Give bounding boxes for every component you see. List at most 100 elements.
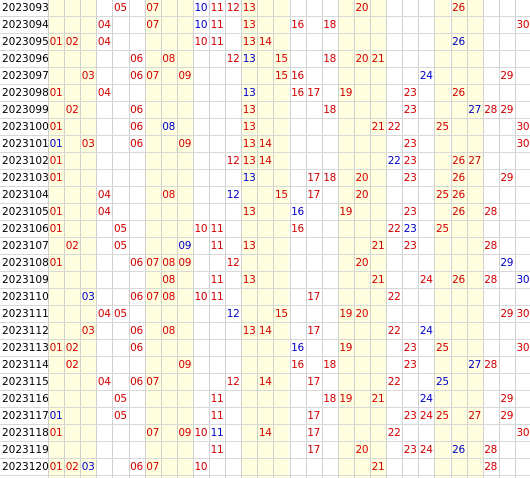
blue-number: 23 xyxy=(403,223,417,235)
red-number: 29 xyxy=(500,70,514,82)
period-label: 2023112 xyxy=(2,325,49,337)
column-band xyxy=(514,0,530,478)
red-number: 07 xyxy=(146,19,159,31)
red-number: 10 xyxy=(194,291,208,303)
blue-number: 10 xyxy=(194,19,208,31)
column-divider xyxy=(177,0,178,478)
red-number: 28 xyxy=(484,240,498,252)
column-band xyxy=(353,0,370,478)
red-number: 28 xyxy=(484,206,498,218)
column-band xyxy=(128,0,145,478)
red-number: 21 xyxy=(371,393,385,405)
row-divider xyxy=(0,254,530,255)
red-number: 07 xyxy=(146,70,159,82)
red-number: 11 xyxy=(210,2,224,14)
red-number: 07 xyxy=(146,257,159,269)
red-number: 29 xyxy=(500,410,514,422)
red-number: 17 xyxy=(307,325,320,337)
column-divider xyxy=(64,0,65,478)
red-number: 11 xyxy=(210,223,224,235)
red-number: 06 xyxy=(130,342,143,354)
red-number: 17 xyxy=(307,172,320,184)
column-band xyxy=(273,0,290,478)
red-number: 10 xyxy=(194,36,208,48)
blue-number: 08 xyxy=(162,121,176,133)
red-number: 23 xyxy=(403,240,417,252)
column-band xyxy=(48,0,65,478)
red-number: 20 xyxy=(355,53,369,65)
blue-number: 16 xyxy=(291,206,304,218)
red-number: 21 xyxy=(371,274,385,286)
blue-number: 25 xyxy=(436,376,449,388)
red-number: 08 xyxy=(162,274,176,286)
red-number: 10 xyxy=(194,223,208,235)
red-number: 26 xyxy=(452,206,465,218)
column-band xyxy=(498,0,515,478)
red-number: 01 xyxy=(49,461,63,473)
red-number: 16 xyxy=(291,70,304,82)
red-number: 24 xyxy=(419,410,433,422)
period-label: 2023094 xyxy=(2,19,49,31)
red-number: 23 xyxy=(403,206,417,218)
period-label: 2023108 xyxy=(2,257,49,269)
red-number: 13 xyxy=(242,206,256,218)
period-label: 2023111 xyxy=(2,308,49,320)
red-number: 14 xyxy=(258,376,272,388)
red-number: 17 xyxy=(307,444,320,456)
column-band xyxy=(402,0,419,478)
red-number: 21 xyxy=(371,240,385,252)
period-label: 2023120 xyxy=(2,461,49,473)
red-number: 13 xyxy=(242,325,256,337)
red-number: 20 xyxy=(355,257,369,269)
column-band xyxy=(450,0,467,478)
row-divider xyxy=(0,169,530,170)
red-number: 21 xyxy=(371,53,385,65)
red-number: 17 xyxy=(307,376,320,388)
blue-number: 03 xyxy=(81,461,95,473)
row-divider xyxy=(0,237,530,238)
red-number: 06 xyxy=(130,325,143,337)
row-divider xyxy=(0,33,530,34)
red-number: 08 xyxy=(162,291,176,303)
column-band xyxy=(418,0,435,478)
period-label: 2023114 xyxy=(2,359,49,371)
column-band xyxy=(144,0,161,478)
red-number: 06 xyxy=(130,121,143,133)
red-number: 06 xyxy=(130,461,143,473)
column-band xyxy=(370,0,387,478)
column-band xyxy=(321,0,338,478)
red-number: 18 xyxy=(323,53,337,65)
period-label: 2023099 xyxy=(2,104,49,116)
red-number: 30 xyxy=(516,19,530,31)
red-number: 13 xyxy=(242,36,256,48)
blue-number: 16 xyxy=(291,342,304,354)
blue-number: 24 xyxy=(419,325,433,337)
red-number: 07 xyxy=(146,2,159,14)
column-band xyxy=(434,0,451,478)
red-number: 06 xyxy=(130,257,143,269)
row-divider xyxy=(0,475,530,476)
red-number: 04 xyxy=(97,308,111,320)
blue-number: 12 xyxy=(226,189,240,201)
period-label: 2023097 xyxy=(2,70,49,82)
red-number: 12 xyxy=(226,155,240,167)
red-number: 11 xyxy=(210,19,224,31)
row-divider xyxy=(0,373,530,374)
red-number: 02 xyxy=(65,36,79,48)
red-number: 02 xyxy=(65,240,79,252)
red-number: 13 xyxy=(242,2,256,14)
period-label: 2023104 xyxy=(2,189,49,201)
red-number: 26 xyxy=(452,87,465,99)
red-number: 01 xyxy=(49,172,63,184)
period-label: 2023118 xyxy=(2,427,49,439)
red-number: 08 xyxy=(162,189,176,201)
red-number: 11 xyxy=(210,36,224,48)
red-number: 08 xyxy=(162,325,176,337)
red-number: 18 xyxy=(323,393,337,405)
column-band xyxy=(160,0,177,478)
red-number: 26 xyxy=(452,172,465,184)
row-divider xyxy=(0,322,530,323)
red-number: 18 xyxy=(323,104,337,116)
row-divider xyxy=(0,220,530,221)
